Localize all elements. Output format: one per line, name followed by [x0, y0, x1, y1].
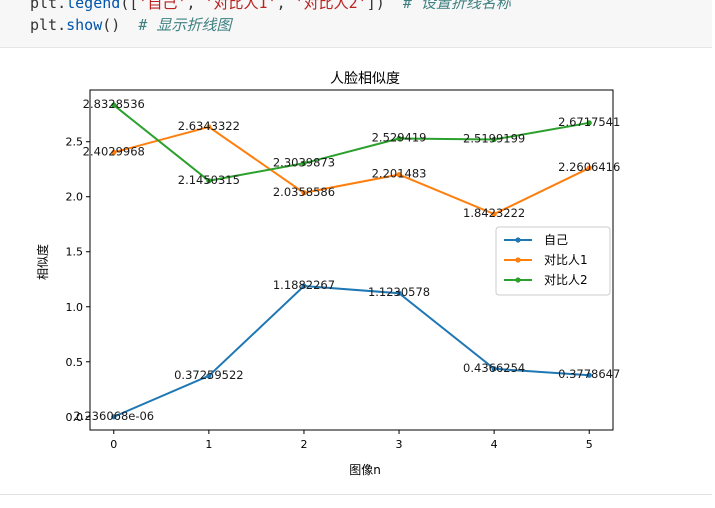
code-token: legend	[66, 0, 121, 12]
data-label: 2.529419	[372, 130, 427, 144]
data-point	[586, 120, 592, 126]
data-label: 1.8423222	[463, 206, 525, 220]
code-cell[interactable]: plt.legend(['自己', '对比人1', '对比人2']) # 设置折…	[0, 0, 712, 48]
divider	[0, 494, 712, 495]
x-tick-label: 5	[586, 438, 593, 451]
data-label: 2.3039873	[273, 155, 335, 169]
data-label: 0.3778647	[558, 367, 620, 381]
code-token: plt	[30, 16, 58, 34]
code-token: ,	[186, 0, 205, 12]
data-point	[111, 414, 117, 420]
data-label: 1.1230578	[368, 285, 430, 299]
code-token: ([	[120, 0, 139, 12]
legend-label: 对比人1	[544, 253, 588, 267]
code-token: show	[66, 16, 103, 34]
x-axis-label: 图像n	[349, 463, 381, 477]
data-point	[301, 160, 307, 166]
data-label: 2.6343322	[178, 119, 240, 133]
legend-label: 自己	[544, 233, 568, 247]
data-label: 2.2606416	[558, 160, 620, 174]
code-token: .	[57, 16, 67, 34]
data-point	[396, 135, 402, 142]
data-label: 2.6717541	[558, 115, 620, 129]
x-tick-label: 3	[396, 438, 403, 451]
data-label: 0.37259522	[174, 368, 244, 382]
data-label: 0.4366254	[463, 361, 525, 375]
y-tick-label: 2.0	[66, 191, 84, 204]
legend-marker	[515, 237, 521, 243]
x-tick-label: 1	[205, 438, 212, 451]
series-line	[113, 104, 590, 182]
legend-box	[495, 226, 611, 296]
legend-marker	[515, 257, 521, 263]
data-point	[206, 124, 212, 130]
code-token: plt	[30, 0, 58, 12]
code-token: '对比人2'	[294, 0, 367, 12]
plot-frame	[89, 89, 614, 431]
y-tick-label: 2.5	[66, 136, 84, 149]
data-point	[111, 149, 117, 155]
plot-axes: 0 1 2 3 4 5 0.0 0.5 1.0 1.5 2.0 2.5	[66, 89, 614, 451]
data-label: 2.5199199	[463, 132, 525, 146]
code-comment: # 设置折线名称	[402, 0, 511, 12]
legend-marker	[515, 277, 521, 283]
y-tick-label: 1.5	[66, 246, 84, 259]
code-line-show: plt.show() # 显示折线图	[30, 14, 231, 35]
code-token: '自己'	[138, 0, 187, 12]
x-tick-label: 2	[300, 438, 307, 451]
series-line	[113, 285, 590, 418]
data-point	[301, 283, 307, 289]
data-point	[111, 102, 117, 108]
data-point	[491, 211, 497, 217]
point-labels: 2.236068e-06 0.37259522 1.1882267 1.1230578…	[73, 97, 620, 423]
data-point	[206, 178, 212, 184]
data-point	[206, 373, 212, 379]
code-token: .	[57, 0, 67, 12]
code-token: ()	[102, 16, 139, 34]
code-token: ])	[366, 0, 403, 12]
y-tick-label: 0.0	[66, 411, 84, 424]
legend-label: 对比人2	[544, 273, 588, 287]
chart-title: 人脸相似度	[330, 71, 400, 87]
code-comment: # 显示折线图	[138, 16, 232, 34]
data-label: 2.236068e-06	[73, 409, 154, 423]
data-point	[396, 290, 402, 296]
data-label: 2.201483	[372, 167, 427, 181]
data-label: 2.0358586	[273, 185, 335, 199]
data-label: 2.4029968	[83, 144, 145, 158]
code-token: ,	[276, 0, 295, 12]
data-label: 2.1450315	[178, 173, 240, 187]
x-tick-label: 4	[491, 438, 498, 451]
y-tick-label: 1.0	[66, 301, 84, 314]
data-label: 2.8328536	[83, 97, 145, 111]
series-lines	[111, 102, 592, 420]
data-point	[396, 171, 402, 178]
series-line	[113, 125, 590, 216]
code-token: '对比人1'	[204, 0, 277, 12]
data-point	[586, 372, 592, 378]
data-point	[491, 136, 497, 143]
data-point	[586, 165, 592, 171]
x-tick-label: 0	[110, 438, 117, 451]
data-point	[301, 190, 307, 196]
y-tick-label: 0.5	[66, 356, 84, 369]
data-label: 1.1882267	[273, 278, 335, 292]
data-point	[491, 366, 497, 372]
y-axis-label: 相似度	[35, 244, 50, 280]
code-line-legend: plt.legend(['自己', '对比人1', '对比人2']) # 设置折…	[30, 0, 511, 13]
